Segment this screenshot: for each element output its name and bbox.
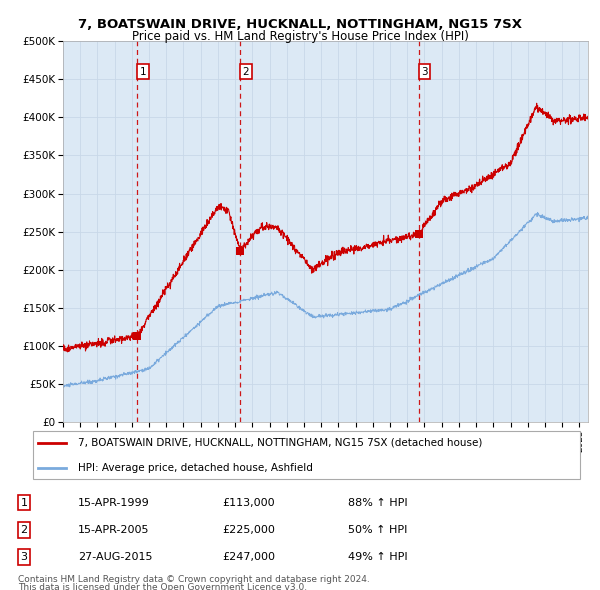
Text: 7, BOATSWAIN DRIVE, HUCKNALL, NOTTINGHAM, NG15 7SX: 7, BOATSWAIN DRIVE, HUCKNALL, NOTTINGHAM… xyxy=(78,18,522,31)
Text: 3: 3 xyxy=(20,552,28,562)
FancyBboxPatch shape xyxy=(32,431,580,478)
Text: This data is licensed under the Open Government Licence v3.0.: This data is licensed under the Open Gov… xyxy=(18,584,307,590)
Text: 7, BOATSWAIN DRIVE, HUCKNALL, NOTTINGHAM, NG15 7SX (detached house): 7, BOATSWAIN DRIVE, HUCKNALL, NOTTINGHAM… xyxy=(78,438,482,448)
Text: 15-APR-1999: 15-APR-1999 xyxy=(78,498,150,507)
Text: £113,000: £113,000 xyxy=(222,498,275,507)
Text: 1: 1 xyxy=(139,67,146,77)
Text: £247,000: £247,000 xyxy=(222,552,275,562)
Text: 27-AUG-2015: 27-AUG-2015 xyxy=(78,552,152,562)
Text: 1: 1 xyxy=(20,498,28,507)
Text: Contains HM Land Registry data © Crown copyright and database right 2024.: Contains HM Land Registry data © Crown c… xyxy=(18,575,370,584)
Text: 2: 2 xyxy=(20,525,28,535)
Text: £225,000: £225,000 xyxy=(222,525,275,535)
Text: 49% ↑ HPI: 49% ↑ HPI xyxy=(348,552,407,562)
Text: 2: 2 xyxy=(243,67,250,77)
Text: 50% ↑ HPI: 50% ↑ HPI xyxy=(348,525,407,535)
Text: 3: 3 xyxy=(421,67,428,77)
Text: 88% ↑ HPI: 88% ↑ HPI xyxy=(348,498,407,507)
Text: Price paid vs. HM Land Registry's House Price Index (HPI): Price paid vs. HM Land Registry's House … xyxy=(131,30,469,43)
Text: 15-APR-2005: 15-APR-2005 xyxy=(78,525,149,535)
Text: HPI: Average price, detached house, Ashfield: HPI: Average price, detached house, Ashf… xyxy=(78,463,313,473)
